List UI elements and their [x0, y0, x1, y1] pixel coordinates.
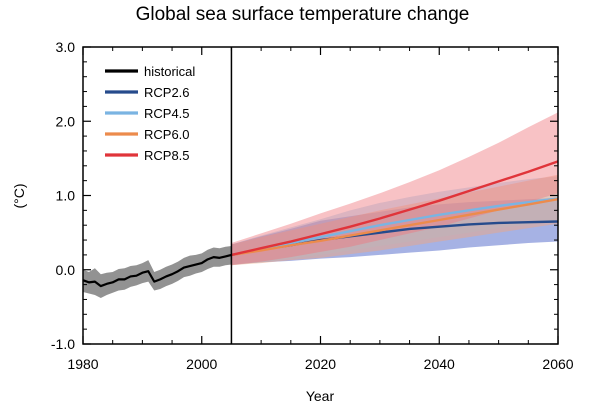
y-tick-label: 1.0 — [56, 188, 76, 204]
band-historical — [83, 245, 232, 298]
y-axis: -1.0 0.0 1.0 2.0 3.0 — [51, 39, 558, 352]
line-rcp4-5 — [231, 197, 558, 257]
line-rcp6-0 — [231, 198, 558, 257]
series-lines — [83, 160, 558, 288]
x-tick-label: 2020 — [305, 356, 336, 372]
line-historical — [83, 253, 232, 288]
y-axis-label: (°C) — [11, 183, 27, 208]
x-tick-label: 2000 — [186, 356, 217, 372]
y-tick-label: -1.0 — [51, 336, 75, 352]
legend-label-rcp6-0: RCP6.0 — [144, 127, 190, 142]
x-tick-label: 1980 — [67, 356, 98, 372]
x-tick-label: 2040 — [424, 356, 455, 372]
legend: historical RCP2.6 RCP4.5 RCP6.0 RCP8.5 — [105, 64, 195, 163]
y-tick-label: 0.0 — [56, 262, 76, 278]
chart-title: Global sea surface temperature change — [135, 4, 470, 25]
y-tick-label: 3.0 — [56, 39, 76, 55]
x-axis-label: Year — [306, 388, 335, 404]
band-rcp8-5 — [231, 112, 558, 266]
legend-label-rcp2-6: RCP2.6 — [144, 85, 190, 100]
line-rcp8-5 — [231, 160, 558, 257]
legend-label-historical: historical — [144, 64, 195, 79]
x-axis: 1980 2000 2020 2040 2060 — [67, 47, 574, 372]
legend-label-rcp8-5: RCP8.5 — [144, 148, 190, 163]
y-tick-label: 2.0 — [56, 113, 76, 129]
legend-label-rcp4-5: RCP4.5 — [144, 106, 190, 121]
x-tick-label: 2060 — [542, 356, 573, 372]
